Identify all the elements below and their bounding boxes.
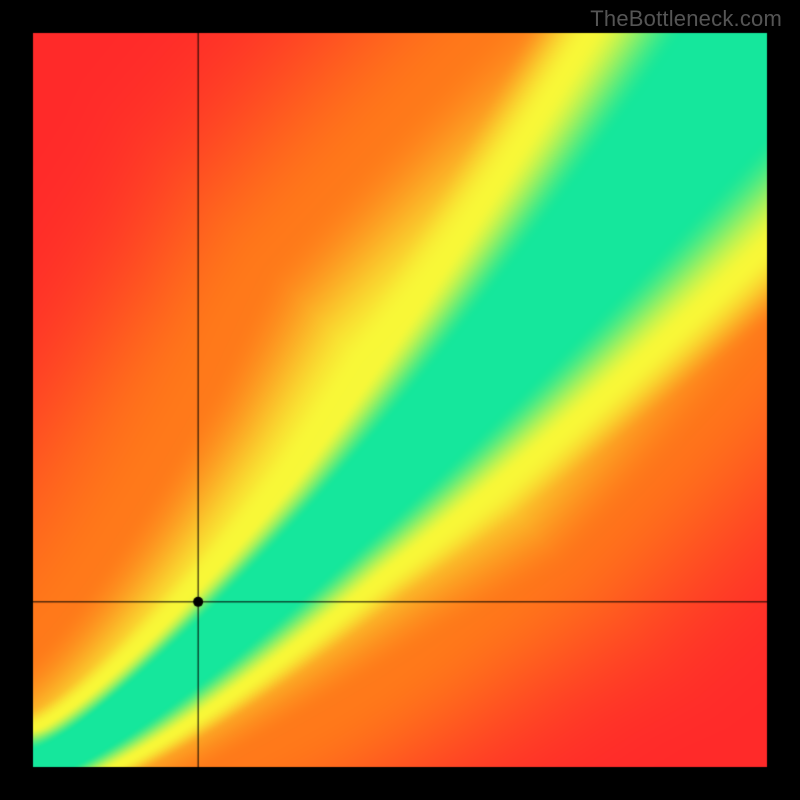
chart-container: TheBottleneck.com: [0, 0, 800, 800]
bottleneck-heatmap: [0, 0, 800, 800]
attribution-text: TheBottleneck.com: [590, 6, 782, 32]
